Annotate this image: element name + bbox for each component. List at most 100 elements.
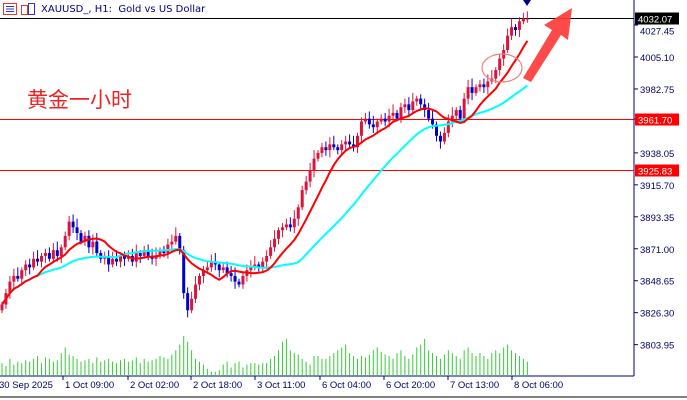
candle bbox=[324, 141, 328, 156]
candle-body bbox=[514, 27, 517, 30]
x-tick-label: 3 Oct 11:00 bbox=[257, 380, 305, 391]
candle-body bbox=[470, 87, 474, 93]
candle bbox=[280, 223, 284, 238]
x-tick-label: 2 Oct 02:00 bbox=[130, 380, 179, 391]
candle bbox=[83, 231, 87, 246]
candle-body bbox=[431, 118, 435, 125]
candle bbox=[458, 105, 462, 122]
candle-body bbox=[87, 235, 91, 248]
candle-body bbox=[284, 224, 288, 228]
candle-body bbox=[506, 35, 510, 50]
price-badge bbox=[635, 113, 679, 126]
candle-body bbox=[292, 218, 296, 228]
candle-body bbox=[387, 115, 391, 122]
y-tick-label: 3826.30 bbox=[640, 309, 674, 320]
candle-body bbox=[253, 264, 257, 268]
candle-body bbox=[474, 87, 478, 93]
candle bbox=[186, 287, 190, 318]
candle-body bbox=[316, 152, 320, 159]
candle bbox=[427, 102, 431, 122]
candle-body bbox=[359, 121, 363, 136]
candle bbox=[336, 144, 340, 155]
candle bbox=[525, 11, 529, 23]
candle-body bbox=[328, 144, 332, 151]
y-tick-label: 3871.00 bbox=[640, 245, 674, 256]
candle-body bbox=[482, 84, 486, 88]
candle bbox=[379, 114, 383, 125]
candle-body bbox=[190, 298, 194, 311]
candle bbox=[134, 244, 138, 268]
candle-body bbox=[63, 235, 67, 248]
candle bbox=[454, 107, 458, 123]
candle-body bbox=[174, 235, 178, 242]
candle bbox=[514, 24, 517, 36]
candle-body bbox=[265, 255, 269, 262]
candle bbox=[194, 275, 198, 304]
candle-body bbox=[312, 158, 316, 171]
candle-body bbox=[91, 241, 95, 248]
candle-body bbox=[462, 98, 466, 119]
candle-body bbox=[241, 275, 245, 285]
candle-body bbox=[442, 132, 446, 142]
candle-body bbox=[494, 70, 498, 79]
candle-body bbox=[280, 227, 284, 231]
candle-body bbox=[332, 144, 336, 148]
candle bbox=[415, 95, 419, 106]
candle bbox=[438, 131, 442, 149]
candle-body bbox=[229, 273, 233, 276]
candle bbox=[217, 261, 221, 278]
candle-body bbox=[182, 250, 186, 294]
candle-body bbox=[249, 267, 253, 271]
candle bbox=[32, 251, 36, 271]
chart-template-icon[interactable] bbox=[21, 3, 35, 15]
candle-body bbox=[415, 98, 419, 102]
candle bbox=[367, 111, 371, 129]
candle bbox=[510, 18, 514, 40]
candle-body bbox=[340, 144, 344, 151]
candle bbox=[502, 44, 506, 66]
chart-title: XAUUSD_, H1: Gold vs US Dollar bbox=[41, 3, 206, 15]
candle-body bbox=[371, 124, 375, 128]
candle-body bbox=[205, 267, 209, 271]
candle bbox=[490, 70, 494, 85]
candle-body bbox=[517, 21, 521, 30]
candle-body bbox=[320, 147, 324, 153]
order-list-icon[interactable] bbox=[3, 3, 17, 15]
candle-body bbox=[411, 101, 415, 111]
candle-body bbox=[344, 141, 348, 145]
candle-body bbox=[0, 304, 4, 311]
candle-body bbox=[510, 27, 514, 36]
y-tick-label: 3848.65 bbox=[640, 277, 674, 288]
candle bbox=[8, 275, 12, 299]
candle bbox=[63, 231, 67, 251]
candle bbox=[304, 175, 308, 195]
candle-body bbox=[363, 118, 367, 122]
candle bbox=[442, 127, 446, 145]
candle-body bbox=[379, 118, 383, 122]
candle-body bbox=[107, 255, 111, 265]
candle bbox=[521, 12, 525, 25]
y-tick-label: 3982.75 bbox=[640, 85, 674, 96]
candle bbox=[356, 132, 359, 153]
candle bbox=[419, 94, 423, 111]
price-badge-label: 3925.83 bbox=[638, 167, 672, 178]
candle bbox=[273, 230, 277, 252]
candle bbox=[40, 253, 43, 268]
candle bbox=[517, 17, 521, 38]
candle-body bbox=[122, 255, 126, 259]
candle-body bbox=[36, 258, 40, 262]
candle bbox=[371, 115, 375, 133]
candle-body bbox=[324, 147, 328, 151]
highlight-ellipse bbox=[481, 53, 523, 83]
candle bbox=[190, 291, 194, 314]
candle-body bbox=[521, 18, 525, 22]
candle-body bbox=[407, 104, 411, 111]
candle-body bbox=[201, 270, 205, 276]
candle-body bbox=[119, 255, 122, 262]
candle bbox=[506, 28, 510, 53]
candle bbox=[237, 278, 241, 288]
candle bbox=[316, 150, 320, 162]
candle bbox=[363, 112, 367, 125]
candle-body bbox=[24, 264, 28, 271]
